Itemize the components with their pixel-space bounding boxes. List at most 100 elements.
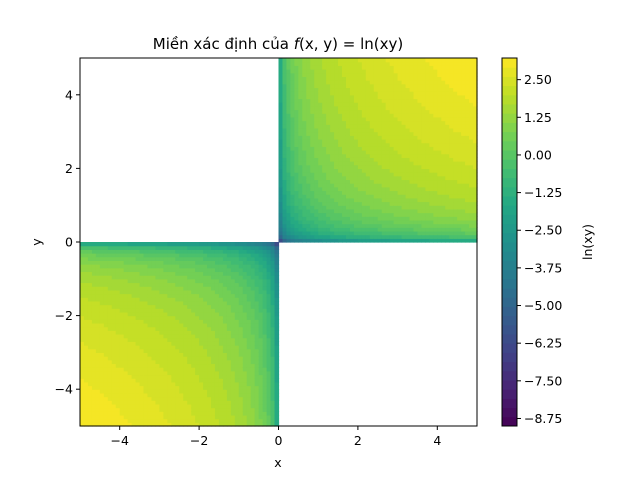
heatmap-cell: [151, 359, 157, 365]
heatmap-cell: [345, 194, 351, 199]
heatmap-cell: [238, 345, 244, 350]
heatmap-cell: [453, 131, 458, 136]
heatmap-cell: [254, 297, 260, 302]
heatmap-cell: [262, 367, 268, 372]
heatmap-cell: [357, 61, 363, 66]
heatmap-cell: [282, 131, 288, 136]
heatmap-cell: [179, 345, 184, 350]
heatmap-cell: [274, 418, 280, 423]
heatmap-cell: [314, 227, 319, 232]
heatmap-cell: [342, 238, 347, 243]
heatmap-cell: [322, 65, 327, 70]
heatmap-cell: [242, 407, 248, 412]
heatmap-cell: [401, 234, 407, 239]
heatmap-cell: [95, 356, 101, 361]
heatmap-cell: [151, 345, 157, 350]
heatmap-cell: [389, 179, 395, 184]
heatmap-cell: [111, 359, 117, 365]
heatmap-cell: [385, 135, 391, 140]
heatmap-cell: [139, 367, 145, 372]
heatmap-cell: [421, 186, 426, 192]
heatmap-cell: [262, 326, 268, 331]
heatmap-cell: [314, 87, 319, 92]
heatmap-cell: [115, 256, 121, 261]
heatmap-cell: [103, 363, 109, 368]
heatmap-cell: [179, 363, 184, 368]
heatmap-cell: [353, 175, 359, 181]
heatmap-cell: [199, 411, 204, 416]
heatmap-cell: [83, 341, 89, 346]
heatmap-cell: [111, 278, 117, 284]
heatmap-cell: [322, 157, 327, 162]
heatmap-cell: [314, 186, 319, 192]
heatmap-cell: [433, 168, 438, 173]
heatmap-cell: [207, 385, 212, 390]
heatmap-cell: [361, 201, 367, 206]
heatmap-cell: [417, 116, 423, 122]
heatmap-cell: [191, 326, 196, 331]
heatmap-cell: [95, 403, 101, 409]
heatmap-cell: [306, 194, 311, 199]
heatmap-cell: [199, 297, 204, 302]
heatmap-cell: [222, 378, 228, 383]
heatmap-cell: [405, 219, 411, 225]
heatmap-cell: [111, 286, 117, 291]
heatmap-cell: [421, 190, 426, 195]
heatmap-cell: [183, 278, 188, 284]
heatmap-cell: [282, 186, 288, 192]
heatmap-cell: [421, 230, 426, 236]
heatmap-cell: [433, 150, 438, 155]
heatmap-cell: [405, 212, 411, 217]
heatmap-cell: [369, 234, 375, 239]
heatmap-cell: [187, 374, 192, 379]
heatmap-cell: [167, 367, 172, 372]
heatmap-cell: [139, 282, 145, 287]
heatmap-cell: [373, 98, 379, 103]
heatmap-cell: [353, 186, 359, 192]
heatmap-cell: [405, 80, 411, 85]
heatmap-cell: [357, 146, 363, 151]
heatmap-cell: [393, 109, 399, 114]
heatmap-cell: [254, 253, 260, 258]
heatmap-cell: [203, 278, 208, 284]
heatmap-cell: [139, 322, 145, 328]
heatmap-cell: [373, 113, 379, 118]
heatmap-cell: [258, 249, 264, 254]
heatmap-cell: [417, 69, 423, 74]
heatmap-cell: [330, 94, 335, 100]
heatmap-cell: [103, 330, 109, 335]
heatmap-cell: [429, 186, 434, 192]
heatmap-cell: [298, 190, 303, 195]
heatmap-cell: [413, 120, 419, 125]
heatmap-cell: [211, 297, 216, 302]
heatmap-cell: [369, 197, 375, 203]
heatmap-cell: [349, 65, 355, 70]
heatmap-cell: [449, 238, 454, 243]
heatmap-cell: [155, 345, 160, 350]
heatmap-cell: [365, 72, 371, 77]
heatmap-cell: [326, 205, 331, 210]
heatmap-cell: [385, 238, 391, 243]
heatmap-cell: [107, 330, 113, 335]
heatmap-cell: [226, 293, 232, 298]
heatmap-cell: [203, 356, 208, 361]
heatmap-cell: [103, 374, 109, 379]
heatmap-cell: [214, 330, 220, 335]
heatmap-cell: [83, 253, 89, 258]
heatmap-cell: [83, 352, 89, 357]
heatmap-cell: [465, 72, 470, 77]
heatmap-cell: [322, 175, 327, 181]
heatmap-cell: [151, 356, 157, 361]
heatmap-cell: [262, 264, 268, 269]
heatmap-cell: [115, 334, 121, 339]
heatmap-cell: [135, 411, 141, 416]
heatmap-cell: [385, 65, 391, 70]
heatmap-cell: [326, 190, 331, 195]
heatmap-cell: [242, 378, 248, 383]
heatmap-cell: [449, 153, 454, 158]
heatmap-cell: [242, 400, 248, 405]
heatmap-cell: [99, 264, 105, 269]
heatmap-cell: [465, 109, 470, 114]
heatmap-cell: [250, 322, 256, 328]
heatmap-cell: [318, 91, 323, 96]
